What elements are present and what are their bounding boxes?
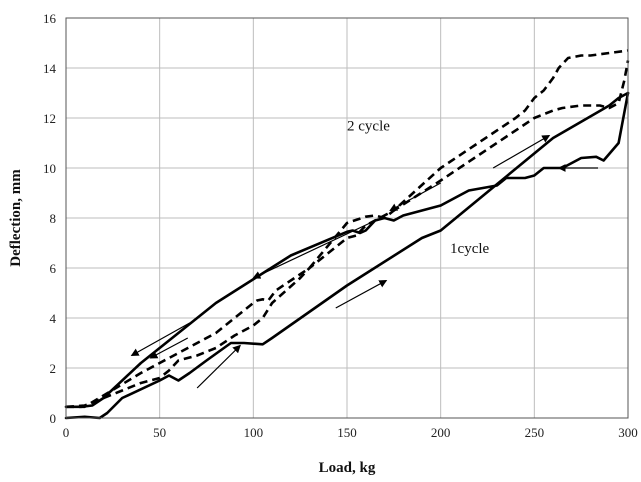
tick-labels: 0 50 100 150 200 250 300 0 2 4 6 8 10 12 14 16 xyxy=(43,11,638,440)
x-axis-title: Load, kg xyxy=(319,460,376,476)
y-tick-label: 0 xyxy=(50,411,57,426)
direction-arrow xyxy=(252,217,381,279)
x-tick-label: 150 xyxy=(337,425,357,440)
direction-arrow xyxy=(149,337,189,359)
x-tick-label: 300 xyxy=(618,425,638,440)
y-tick-label: 10 xyxy=(43,161,56,176)
y-axis-title: Deflection, mm xyxy=(8,169,24,267)
plot-frame xyxy=(65,17,629,419)
y-tick-label: 4 xyxy=(50,311,57,326)
y-tick-label: 14 xyxy=(43,61,57,76)
x-tick-label: 250 xyxy=(525,425,545,440)
direction-arrow xyxy=(492,134,551,169)
y-tick-label: 2 xyxy=(50,361,57,376)
direction-arrow xyxy=(335,279,388,309)
y-tick-label: 8 xyxy=(50,211,57,226)
y-tick-label: 16 xyxy=(43,11,57,26)
x-tick-label: 200 xyxy=(431,425,451,440)
direction-arrow xyxy=(196,344,241,389)
y-tick-label: 12 xyxy=(43,111,56,126)
dashed-curve-3 xyxy=(65,60,630,409)
x-tick-label: 0 xyxy=(63,425,70,440)
y-tick-label: 6 xyxy=(50,261,57,276)
curve-labels: 2 cycle 1cycle xyxy=(347,119,490,258)
curve-label: 1cycle xyxy=(450,241,489,257)
curve-label: 2 cycle xyxy=(347,119,390,135)
direction-arrows xyxy=(130,134,599,389)
x-tick-label: 100 xyxy=(244,425,264,440)
direction-arrow xyxy=(130,322,190,357)
solid-curve-1 xyxy=(64,91,630,420)
direction-arrow xyxy=(389,182,441,212)
x-tick-label: 50 xyxy=(153,425,166,440)
